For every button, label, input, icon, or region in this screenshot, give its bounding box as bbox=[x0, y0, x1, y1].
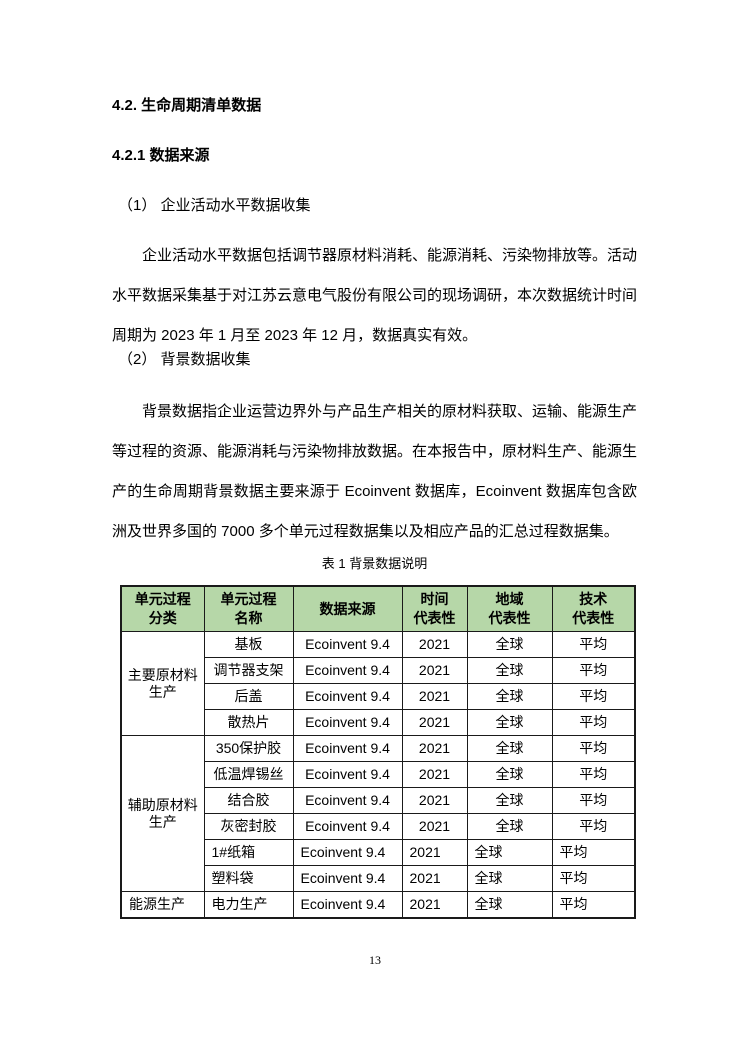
region-cell: 全球 bbox=[466, 735, 553, 762]
table-row: 低温焊锡丝 Ecoinvent 9.4 2021 全球 平均 bbox=[121, 761, 636, 788]
column-header-name: 单元过程 名称 bbox=[203, 585, 294, 632]
column-header-category: 单元过程 分类 bbox=[120, 585, 205, 632]
table-caption: 表 1 背景数据说明 bbox=[321, 556, 428, 571]
source-cell: Ecoinvent 9.4 bbox=[292, 787, 403, 814]
source-cell: Ecoinvent 9.4 bbox=[292, 761, 403, 788]
tech-cell: 平均 bbox=[551, 891, 636, 918]
table-row: 主要原材料生产 基板 Ecoinvent 9.4 2021 全球 平均 bbox=[120, 631, 636, 736]
time-cell: 2021 bbox=[401, 787, 468, 814]
column-header-tech: 技术 代表性 bbox=[551, 585, 636, 632]
tech-cell: 平均 bbox=[551, 839, 636, 866]
source-cell: Ecoinvent 9.4 bbox=[292, 735, 403, 762]
table-row: 结合胶 Ecoinvent 9.4 2021 全球 平均 bbox=[121, 787, 636, 814]
source-cell: Ecoinvent 9.4 bbox=[292, 709, 403, 736]
page-number: 13 bbox=[369, 953, 381, 967]
background-data-table: 单元过程 分类 单元过程 名称 数据来源 时间 代表性 地域 代表性 技术 代表性 主要原材料生产基… bbox=[120, 585, 636, 919]
tech-cell: 平均 bbox=[551, 761, 636, 788]
table-row: 调节器支架 Ecoinvent 9.4 2021 全球 平均 bbox=[121, 657, 636, 684]
category-cell: 主要原材料生产 bbox=[120, 631, 205, 736]
time-cell: 2021 bbox=[401, 761, 468, 788]
tech-cell: 平均 bbox=[551, 787, 636, 814]
tech-cell: 平均 bbox=[551, 657, 636, 684]
table-row: 灰密封胶 Ecoinvent 9.4 2021 全球 平均 bbox=[121, 813, 636, 840]
time-cell: 2021 bbox=[401, 657, 468, 684]
table-header-row: 单元过程 分类 单元过程 名称 数据来源 时间 代表性 地域 代表性 技术 代表性 bbox=[120, 585, 636, 632]
source-cell: Ecoinvent 9.4 bbox=[292, 631, 403, 658]
name-cell: 低温焊锡丝 bbox=[203, 761, 294, 788]
time-cell: 2021 bbox=[401, 813, 468, 840]
time-cell: 2021 bbox=[401, 683, 468, 710]
name-cell: 散热片 bbox=[203, 709, 294, 736]
region-cell: 全球 bbox=[466, 683, 553, 710]
tech-cell: 平均 bbox=[551, 735, 636, 762]
column-header-source: 数据来源 bbox=[292, 585, 403, 632]
region-cell: 全球 bbox=[466, 891, 553, 918]
list-item-2-heading: （2） 背景数据收集 bbox=[118, 351, 251, 368]
column-header-region: 地域 代表性 bbox=[466, 585, 553, 632]
table-row: 能源生产 电力生产 Ecoinvent 9.4 2021 全球 平均 bbox=[120, 891, 636, 918]
region-cell: 全球 bbox=[466, 631, 553, 658]
table-row: 1#纸箱 Ecoinvent 9.4 2021 全球 平均 bbox=[121, 839, 636, 866]
name-cell: 结合胶 bbox=[203, 787, 294, 814]
source-cell: Ecoinvent 9.4 bbox=[292, 683, 403, 710]
tech-cell: 平均 bbox=[551, 631, 636, 658]
table-row: 辅助原材料生产 350保护胶 Ecoinvent 9.4 2021 全球 平均 bbox=[120, 735, 636, 892]
source-cell: Ecoinvent 9.4 bbox=[292, 865, 403, 892]
region-cell: 全球 bbox=[466, 657, 553, 684]
name-cell: 灰密封胶 bbox=[203, 813, 294, 840]
name-cell: 后盖 bbox=[203, 683, 294, 710]
tech-cell: 平均 bbox=[551, 813, 636, 840]
tech-cell: 平均 bbox=[551, 683, 636, 710]
section-heading: 4.2. 生命周期清单数据 bbox=[112, 97, 262, 114]
region-cell: 全球 bbox=[466, 865, 553, 892]
name-cell: 1#纸箱 bbox=[203, 839, 294, 866]
region-cell: 全球 bbox=[466, 839, 553, 866]
name-cell: 350保护胶 bbox=[203, 735, 294, 762]
region-cell: 全球 bbox=[466, 813, 553, 840]
region-cell: 全球 bbox=[466, 787, 553, 814]
name-cell: 调节器支架 bbox=[203, 657, 294, 684]
source-cell: Ecoinvent 9.4 bbox=[292, 657, 403, 684]
source-cell: Ecoinvent 9.4 bbox=[292, 839, 403, 866]
time-cell: 2021 bbox=[401, 865, 468, 892]
time-cell: 2021 bbox=[401, 839, 468, 866]
source-cell: Ecoinvent 9.4 bbox=[292, 813, 403, 840]
time-cell: 2021 bbox=[401, 735, 468, 762]
time-cell: 2021 bbox=[401, 891, 468, 918]
list-item-1-heading: （1） 企业活动水平数据收集 bbox=[118, 197, 311, 214]
time-cell: 2021 bbox=[401, 709, 468, 736]
region-cell: 全球 bbox=[466, 761, 553, 788]
source-cell: Ecoinvent 9.4 bbox=[292, 891, 403, 918]
region-cell: 全球 bbox=[466, 709, 553, 736]
subsection-heading: 4.2.1 数据来源 bbox=[112, 147, 210, 164]
name-cell: 塑料袋 bbox=[203, 865, 294, 892]
paragraph-activity-data: 企业活动水平数据包括调节器原材料消耗、能源消耗、污染物排放等。活动水平数据采集基… bbox=[112, 247, 638, 344]
tech-cell: 平均 bbox=[551, 709, 636, 736]
time-cell: 2021 bbox=[401, 631, 468, 658]
name-cell: 电力生产 bbox=[203, 891, 294, 918]
column-header-time: 时间 代表性 bbox=[401, 585, 468, 632]
paragraph-background-data: 背景数据指企业运营边界外与产品生产相关的原材料获取、运输、能源生产等过程的资源、… bbox=[112, 403, 638, 540]
tech-cell: 平均 bbox=[551, 865, 636, 892]
category-cell: 辅助原材料生产 bbox=[120, 735, 205, 892]
name-cell: 基板 bbox=[203, 631, 294, 658]
category-cell: 能源生产 bbox=[120, 891, 205, 918]
